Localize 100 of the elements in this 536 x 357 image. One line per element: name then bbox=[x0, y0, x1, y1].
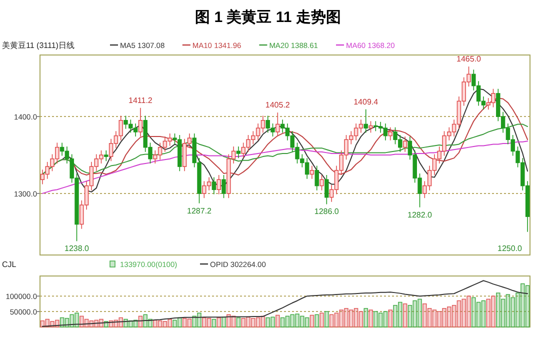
candlestick bbox=[314, 165, 319, 191]
bar bbox=[456, 300, 462, 328]
bar bbox=[320, 312, 324, 328]
bar bbox=[447, 306, 452, 328]
bar bbox=[452, 304, 456, 328]
bar bbox=[408, 304, 412, 328]
annotation: 1465.0 bbox=[456, 54, 482, 64]
bar bbox=[510, 297, 515, 328]
bar bbox=[344, 308, 348, 328]
bar bbox=[280, 317, 285, 328]
chart-subtitle: CJL bbox=[2, 260, 17, 269]
bar bbox=[178, 317, 182, 328]
annotation: 1405.2 bbox=[265, 100, 290, 110]
candlestick bbox=[212, 176, 216, 195]
bar bbox=[310, 314, 314, 328]
chart-subtitle: 美黄豆11 (3111)日线 bbox=[2, 41, 74, 50]
bar bbox=[314, 314, 319, 328]
candlestick bbox=[320, 174, 324, 191]
bar bbox=[506, 294, 510, 328]
bar bbox=[236, 317, 241, 328]
bar bbox=[251, 318, 256, 328]
bar bbox=[525, 285, 530, 328]
bar bbox=[324, 311, 329, 328]
annotation: 1238.0 bbox=[64, 244, 90, 254]
bar bbox=[383, 311, 388, 328]
annotation: 1287.2 bbox=[187, 206, 212, 216]
bar bbox=[266, 317, 270, 328]
bar bbox=[329, 314, 334, 328]
candlestick bbox=[310, 165, 314, 180]
bar bbox=[172, 320, 177, 328]
bar bbox=[349, 310, 354, 328]
bar bbox=[295, 314, 300, 328]
bar bbox=[466, 296, 471, 328]
annotation: 1250.0 bbox=[498, 244, 523, 253]
candlestick bbox=[276, 112, 280, 137]
chart-title: 图 1 美黄豆 11 走势图 bbox=[195, 8, 341, 26]
bar bbox=[153, 320, 158, 328]
bar bbox=[476, 302, 481, 328]
bar bbox=[462, 298, 466, 328]
bar bbox=[437, 311, 442, 328]
candlestick bbox=[388, 126, 392, 141]
candlestick bbox=[402, 136, 408, 152]
candlestick bbox=[236, 146, 241, 158]
bar bbox=[339, 310, 344, 328]
bar bbox=[222, 316, 226, 328]
bar bbox=[304, 317, 310, 328]
bar bbox=[241, 318, 246, 328]
bar bbox=[334, 312, 339, 328]
candlestick bbox=[216, 174, 221, 195]
bar bbox=[491, 296, 496, 328]
bar bbox=[358, 311, 364, 328]
bar bbox=[496, 292, 500, 328]
bar bbox=[290, 314, 294, 328]
bar bbox=[472, 297, 476, 328]
bar bbox=[276, 314, 280, 328]
bar bbox=[285, 316, 290, 328]
bar bbox=[202, 317, 206, 328]
bar bbox=[418, 298, 422, 328]
bar bbox=[206, 318, 212, 328]
bar bbox=[182, 318, 187, 328]
bar bbox=[520, 283, 525, 328]
bar bbox=[128, 320, 133, 328]
bar bbox=[368, 310, 373, 328]
bar bbox=[432, 310, 437, 328]
bar bbox=[270, 316, 275, 328]
bar bbox=[74, 312, 79, 328]
line-series bbox=[42, 280, 528, 327]
annotation: 1411.2 bbox=[128, 96, 153, 105]
bar bbox=[422, 303, 427, 328]
bar bbox=[442, 308, 446, 328]
bar bbox=[212, 318, 216, 328]
bar bbox=[412, 300, 417, 328]
bar bbox=[374, 311, 378, 328]
bar bbox=[481, 300, 486, 328]
bar bbox=[388, 310, 392, 328]
bar bbox=[192, 316, 196, 328]
bar bbox=[516, 292, 520, 328]
bar bbox=[158, 320, 162, 328]
bar bbox=[80, 316, 84, 328]
bar bbox=[398, 302, 402, 328]
bar bbox=[162, 321, 168, 328]
candlestick bbox=[368, 120, 373, 134]
bar bbox=[402, 303, 408, 328]
bar bbox=[143, 314, 148, 328]
bar bbox=[197, 312, 202, 328]
bar bbox=[216, 317, 221, 328]
bar bbox=[70, 314, 74, 328]
bar bbox=[378, 312, 383, 328]
annotation: 1282.0 bbox=[408, 210, 433, 220]
bar bbox=[364, 308, 368, 328]
annotation: 1409.4 bbox=[354, 97, 379, 106]
bar bbox=[118, 317, 123, 328]
bar bbox=[486, 298, 490, 328]
candlestick bbox=[104, 150, 108, 162]
bar bbox=[427, 308, 432, 328]
candlestick bbox=[138, 108, 143, 137]
bar bbox=[246, 316, 250, 328]
bar bbox=[300, 316, 304, 328]
bar bbox=[256, 317, 260, 328]
candlestick bbox=[324, 174, 329, 205]
